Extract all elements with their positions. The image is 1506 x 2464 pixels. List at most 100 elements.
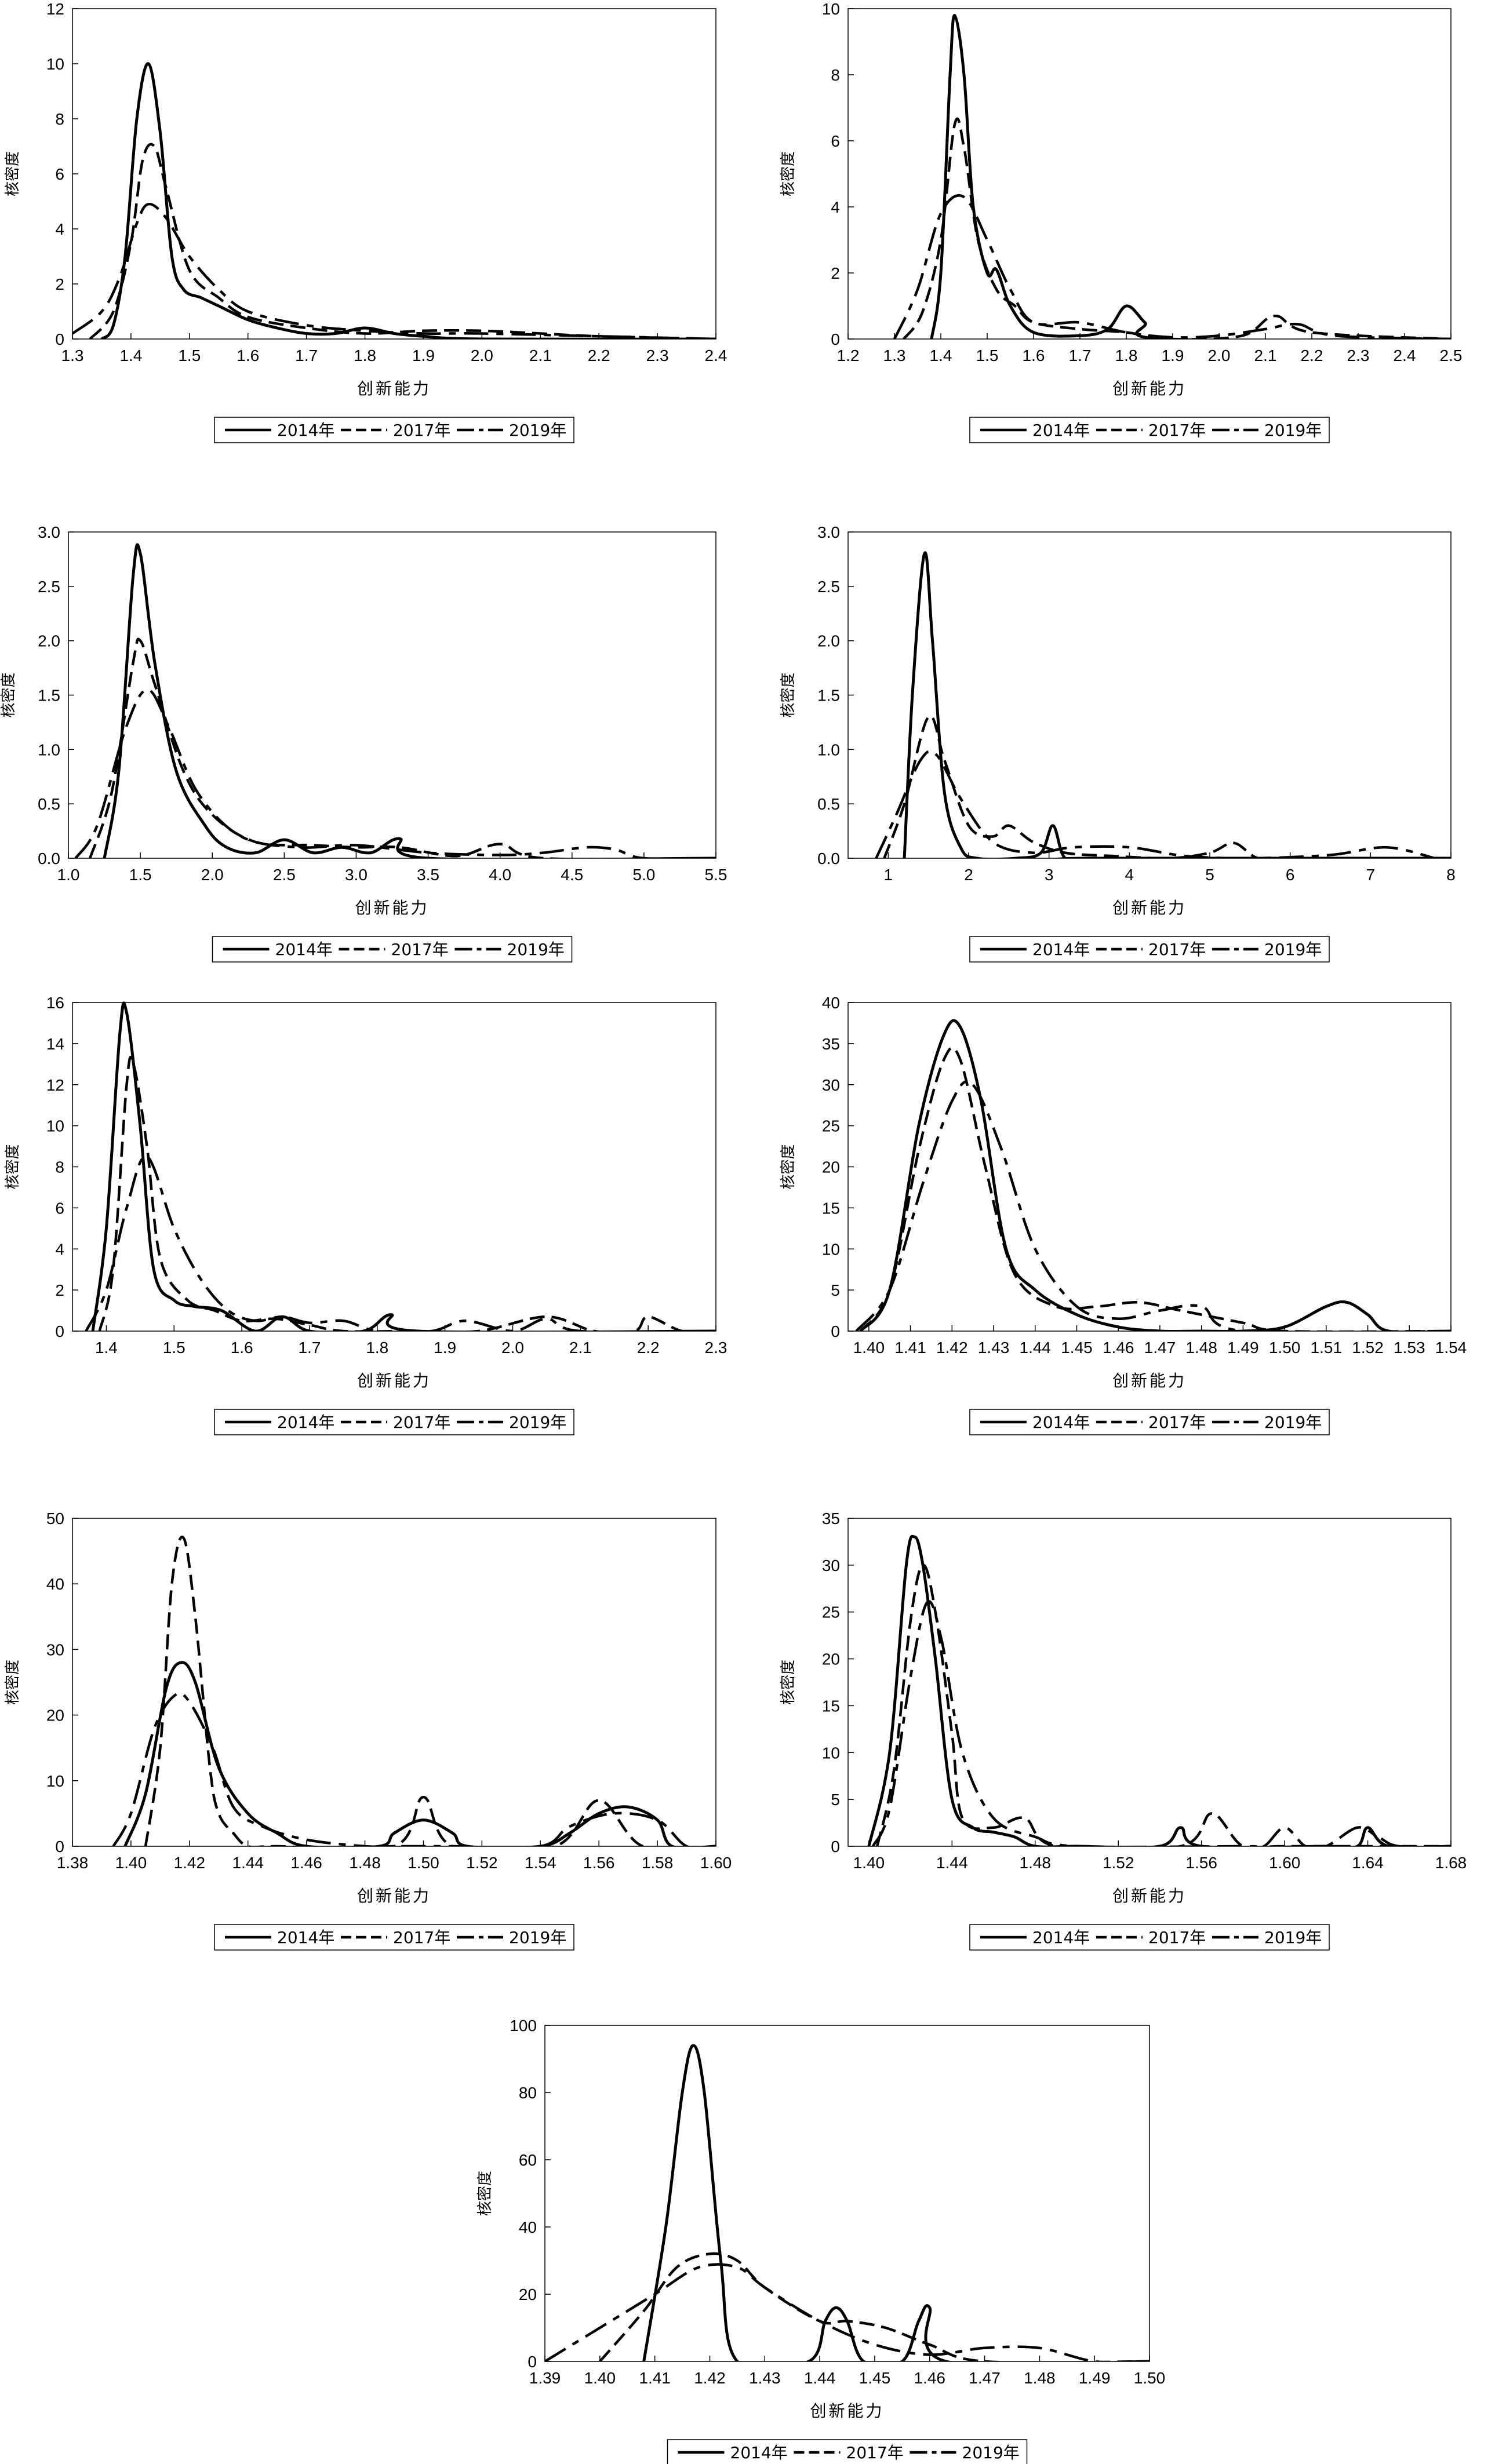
legend: 2014年 2017年 2019年: [969, 936, 1330, 963]
x-tick-label: 1.44: [804, 2369, 836, 2387]
y-axis-label: 核密度: [780, 1660, 797, 1705]
x-tick-label: 1.38: [57, 1854, 89, 1872]
x-tick-label: 1.56: [583, 1854, 615, 1872]
x-axis-label: 创新能力: [1112, 1371, 1187, 1390]
x-tick-label: 2.2: [588, 347, 610, 365]
legend-label: 2014年: [1032, 1413, 1090, 1432]
legend-label: 2014年: [1032, 421, 1090, 440]
y-tick-label: 40: [46, 1575, 64, 1593]
y-tick-label: 1.0: [38, 741, 60, 759]
series-line-2019年: [545, 2263, 1149, 2361]
plot-frame: [847, 531, 1452, 859]
x-tick-label: 1.43: [978, 1339, 1010, 1357]
legend-box: [214, 1409, 574, 1435]
x-tick-label: 1.50: [1134, 2369, 1166, 2387]
y-tick-label: 2: [831, 264, 840, 282]
x-tick-label: 1.6: [237, 347, 259, 365]
x-tick-label: 1.48: [1185, 1339, 1217, 1357]
legend-box: [969, 417, 1330, 443]
legend: 2014年 2017年 2019年: [667, 2439, 1028, 2464]
legend-label: 2014年: [277, 1928, 334, 1947]
y-tick-label: 14: [46, 1035, 64, 1053]
plot-frame: [68, 531, 716, 859]
legend-label: 2014年: [275, 940, 333, 959]
legend-box: [969, 1409, 1330, 1435]
x-tick-label: 1.7: [1069, 347, 1092, 365]
x-tick-label: 1.4: [930, 347, 952, 365]
x-tick-label: 1.51: [1311, 1339, 1343, 1357]
x-tick-label: 1.68: [1435, 1854, 1467, 1872]
y-tick-label: 1.5: [817, 687, 840, 705]
series-line-2014年: [100, 62, 716, 339]
x-tick-label: 2.2: [1301, 347, 1323, 365]
series-line-2019年: [855, 1080, 1451, 1331]
y-tick-label: 10: [822, 0, 840, 18]
x-tick-label: 1.50: [1269, 1339, 1301, 1357]
plot-frame: [72, 8, 716, 340]
x-tick-label: 1.40: [853, 1854, 885, 1872]
y-axis-label: 核密度: [476, 2171, 494, 2216]
x-tick-label: 1.58: [642, 1854, 674, 1872]
x-tick-label: 2.3: [705, 1339, 727, 1357]
y-tick-label: 0: [831, 330, 840, 348]
y-tick-label: 60: [519, 2151, 537, 2169]
y-tick-label: 1.5: [38, 687, 60, 705]
legend-label: 2017年: [1148, 940, 1206, 959]
x-tick-label: 2.3: [1347, 347, 1370, 365]
x-tick-label: 5.5: [705, 866, 727, 884]
y-tick-label: 4: [55, 1240, 64, 1258]
x-axis-label: 创新能力: [357, 1371, 431, 1390]
kde-chart-3: 0.0 0.5 1.0 1.5 2.0 2.5 3.0 1.0 1.5 2.0 2.5 3.0 3.5 4…: [0, 523, 727, 963]
x-tick-label: 1.48: [349, 1854, 381, 1872]
x-tick-label: 1.64: [1352, 1854, 1384, 1872]
x-tick-label: 2.5: [1440, 347, 1463, 365]
y-tick-label: 0: [528, 2353, 537, 2371]
x-tick-label: 2.1: [529, 347, 552, 365]
x-tick-label: 2.3: [646, 347, 669, 365]
x-tick-label: 1.52: [1103, 1854, 1134, 1872]
y-tick-label: 40: [519, 2218, 537, 2236]
x-tick-label: 1.60: [700, 1854, 732, 1872]
y-tick-label: 10: [822, 1240, 840, 1258]
x-tick-label: 1.3: [883, 347, 906, 365]
x-tick-label: 1.40: [853, 1339, 885, 1357]
kde-chart-8: 0 5 10 15 20 25 30 35 1.40 1.44 1.48 1.52 1.56 1.60 1.…: [780, 1510, 1467, 1951]
x-tick-label: 2.2: [637, 1339, 660, 1357]
y-tick-label: 10: [46, 55, 64, 73]
x-tick-label: 1.9: [412, 347, 435, 365]
x-tick-label: 2.4: [1394, 347, 1416, 365]
x-tick-label: 5: [1205, 866, 1214, 884]
series-line-2019年: [72, 202, 716, 339]
x-tick-label: 2: [964, 866, 973, 884]
x-tick-label: 1.8: [366, 1339, 388, 1357]
y-tick-label: 12: [46, 0, 64, 18]
x-tick-label: 1.52: [466, 1854, 498, 1872]
x-tick-label: 1.6: [231, 1339, 253, 1357]
y-tick-label: 15: [822, 1199, 840, 1217]
x-tick-label: 7: [1366, 866, 1376, 884]
series-line-2017年: [98, 1055, 716, 1331]
x-axis-label: 创新能力: [357, 1886, 431, 1905]
x-tick-label: 1.6: [1023, 347, 1045, 365]
x-tick-label: 6: [1286, 866, 1295, 884]
series-line-2014年: [867, 1534, 1451, 1846]
y-tick-label: 8: [831, 66, 840, 84]
y-tick-label: 16: [46, 994, 64, 1012]
y-tick-label: 2.0: [817, 632, 840, 650]
x-tick-label: 1.3: [61, 347, 84, 365]
x-tick-label: 3: [1045, 866, 1054, 884]
series-line-2014年: [859, 1019, 1451, 1331]
legend-label: 2014年: [1032, 1928, 1090, 1947]
y-tick-label: 20: [822, 1158, 840, 1176]
series-line-2014年: [103, 543, 716, 858]
kde-chart-5: 0 2 4 6 8 10 12 14 16 1.4 1.5 1.6 1.7 1.8 1.9 2.0 2.1 2.2…: [4, 994, 727, 1435]
x-axis-label: 创新能力: [357, 379, 431, 398]
x-tick-label: 3.0: [345, 866, 368, 884]
series-line-2014年: [642, 2044, 1149, 2361]
x-tick-label: 1.8: [354, 347, 376, 365]
y-tick-label: 40: [822, 994, 840, 1012]
x-tick-label: 1.42: [174, 1854, 206, 1872]
x-tick-label: 1: [884, 866, 893, 884]
series-line-2014年: [123, 1661, 716, 1846]
legend-box: [969, 1924, 1330, 1951]
